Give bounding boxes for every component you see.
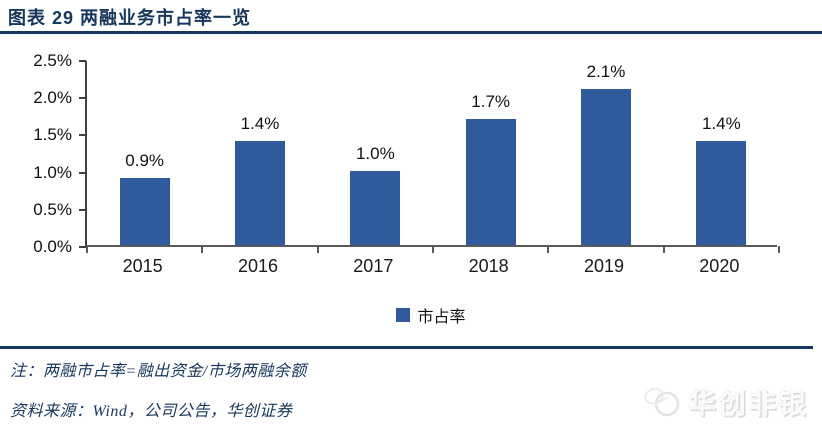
bar <box>119 178 170 245</box>
plot-area: 0.9% 1.4% 1.0% 1.7% 2.1% 1.4% <box>79 60 780 253</box>
x-tick-label: 2019 <box>583 256 625 276</box>
y-tick-label: 0.0% <box>33 237 72 256</box>
bar-group: 1.0% <box>318 61 433 245</box>
legend-label: 市占率 <box>417 309 466 326</box>
footer-divider <box>0 346 813 349</box>
x-tick-mark <box>201 246 204 253</box>
y-tick-label: 1.0% <box>33 162 72 182</box>
y-tick-mark <box>79 60 86 62</box>
y-tick-mark <box>79 171 86 174</box>
y-tick-mark <box>79 246 86 248</box>
y-tick-mark <box>79 134 86 137</box>
chart-note: 注：两融市占率=融出资金/市场两融余额 <box>10 363 307 380</box>
watermark-text: 华创非银 <box>687 388 808 419</box>
bar-group: 2.1% <box>548 61 663 245</box>
x-tick-mark <box>432 246 434 253</box>
y-tick-label: 1.5% <box>33 125 72 145</box>
x-tick-mark <box>662 246 665 253</box>
bar-value-label: 1.0% <box>355 143 395 163</box>
y-tick-mark <box>79 97 86 100</box>
title-divider <box>0 31 822 34</box>
x-tick-mark <box>86 246 88 253</box>
bar-group: 1.4% <box>664 61 779 245</box>
bar-group: 1.4% <box>202 61 317 245</box>
bar-value-label: 1.7% <box>471 91 511 111</box>
y-tick-label: 2.5% <box>33 51 72 70</box>
x-tick-mark <box>547 246 550 253</box>
bar-group: 1.7% <box>433 61 548 245</box>
x-tick-label: 2015 <box>122 256 163 276</box>
legend-swatch <box>396 308 411 322</box>
y-tick-mark <box>79 208 86 211</box>
y-tick-label: 0.5% <box>33 199 72 219</box>
bar <box>580 88 631 245</box>
source-note: 资料来源：Wind，公司公告，华创证券 <box>10 403 293 420</box>
huachuang-logo-icon <box>644 387 680 417</box>
bar-value-label: 1.4% <box>240 113 280 133</box>
bar-group: 0.9% <box>87 61 202 245</box>
x-tick-label: 2020 <box>699 256 740 276</box>
y-tick-label: 2.0% <box>33 88 72 108</box>
x-tick-mark <box>316 246 319 253</box>
x-tick-label: 2016 <box>237 256 279 276</box>
bar-value-label: 2.1% <box>586 61 626 81</box>
bar <box>234 140 285 245</box>
x-tick-label: 2018 <box>468 256 509 276</box>
x-tick-mark <box>778 246 780 253</box>
bar-value-label: 0.9% <box>125 151 165 171</box>
chart-legend: 市占率 <box>85 303 777 327</box>
x-tick-label: 2017 <box>353 256 394 276</box>
bar <box>350 170 401 245</box>
bar <box>696 140 747 245</box>
bar-value-label: 1.4% <box>701 113 741 133</box>
bar <box>465 118 516 245</box>
watermark: 华创非银 <box>642 382 808 422</box>
page-title: 图表 29 两融业务市占率一览 <box>8 8 252 28</box>
